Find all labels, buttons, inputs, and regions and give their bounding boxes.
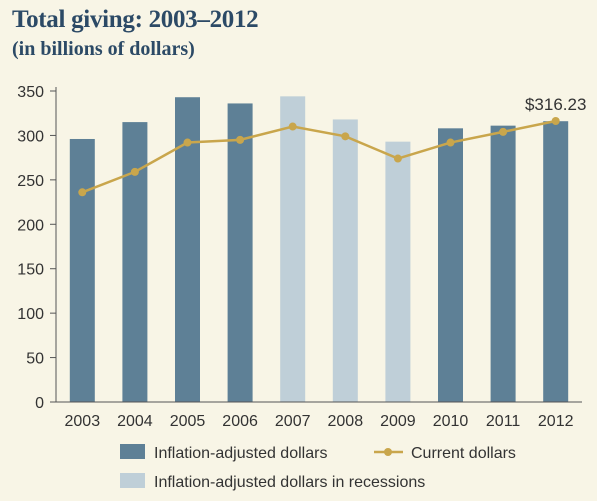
current-dollars-point	[236, 135, 245, 144]
current-dollars-point	[341, 132, 350, 141]
y-tick-label: 0	[35, 395, 44, 412]
legend-swatch-inflation-adjusted	[120, 444, 145, 459]
x-tick-label: 2006	[222, 413, 258, 430]
legend-label-current: Current dollars	[411, 445, 516, 462]
bar	[69, 138, 95, 403]
legend-swatch-current-point	[384, 448, 392, 456]
bar	[122, 122, 148, 402]
x-tick-label: 2009	[380, 413, 416, 430]
value-annotation: $316.23	[525, 95, 586, 114]
recession-bar	[280, 96, 306, 403]
current-dollars-point	[499, 127, 508, 136]
recession-bar	[332, 119, 358, 402]
current-dollars-point	[393, 154, 402, 163]
recession-bar	[385, 141, 411, 403]
x-tick-label: 2005	[170, 413, 206, 430]
current-dollars-point	[288, 122, 297, 131]
bar	[438, 128, 463, 402]
chart-subtitle: (in billions of dollars)	[12, 38, 195, 60]
current-dollars-point	[78, 188, 87, 197]
y-tick-label: 300	[17, 128, 44, 145]
legend-label-recession: Inflation-adjusted dollars in recessions	[154, 474, 425, 491]
x-tick-label: 2004	[117, 413, 153, 430]
x-tick-label: 2003	[65, 413, 101, 430]
x-tick-label: 2012	[538, 413, 574, 430]
current-dollars-point	[183, 138, 192, 147]
x-tick-label: 2007	[275, 413, 311, 430]
y-tick-label: 250	[17, 173, 44, 190]
bar	[490, 125, 516, 402]
current-dollars-point	[446, 138, 455, 147]
bar	[543, 121, 569, 402]
legend-swatch-recession	[120, 473, 145, 488]
y-tick-label: 150	[17, 262, 44, 279]
bar	[227, 103, 253, 402]
chart-title: Total giving: 2003–2012	[12, 6, 259, 33]
current-dollars-point	[130, 167, 139, 176]
legend-label-inflation-adjusted: Inflation-adjusted dollars	[154, 445, 327, 462]
x-tick-label: 2010	[433, 413, 469, 430]
y-tick-label: 100	[17, 306, 44, 323]
current-dollars-line	[81, 119, 556, 194]
current-dollars-point	[551, 117, 560, 126]
y-tick-label: 50	[26, 351, 44, 368]
x-tick-label: 2008	[328, 413, 364, 430]
y-tick-label: 200	[17, 217, 44, 234]
x-tick-label: 2011	[486, 413, 521, 430]
y-tick-label: 350	[17, 84, 44, 101]
